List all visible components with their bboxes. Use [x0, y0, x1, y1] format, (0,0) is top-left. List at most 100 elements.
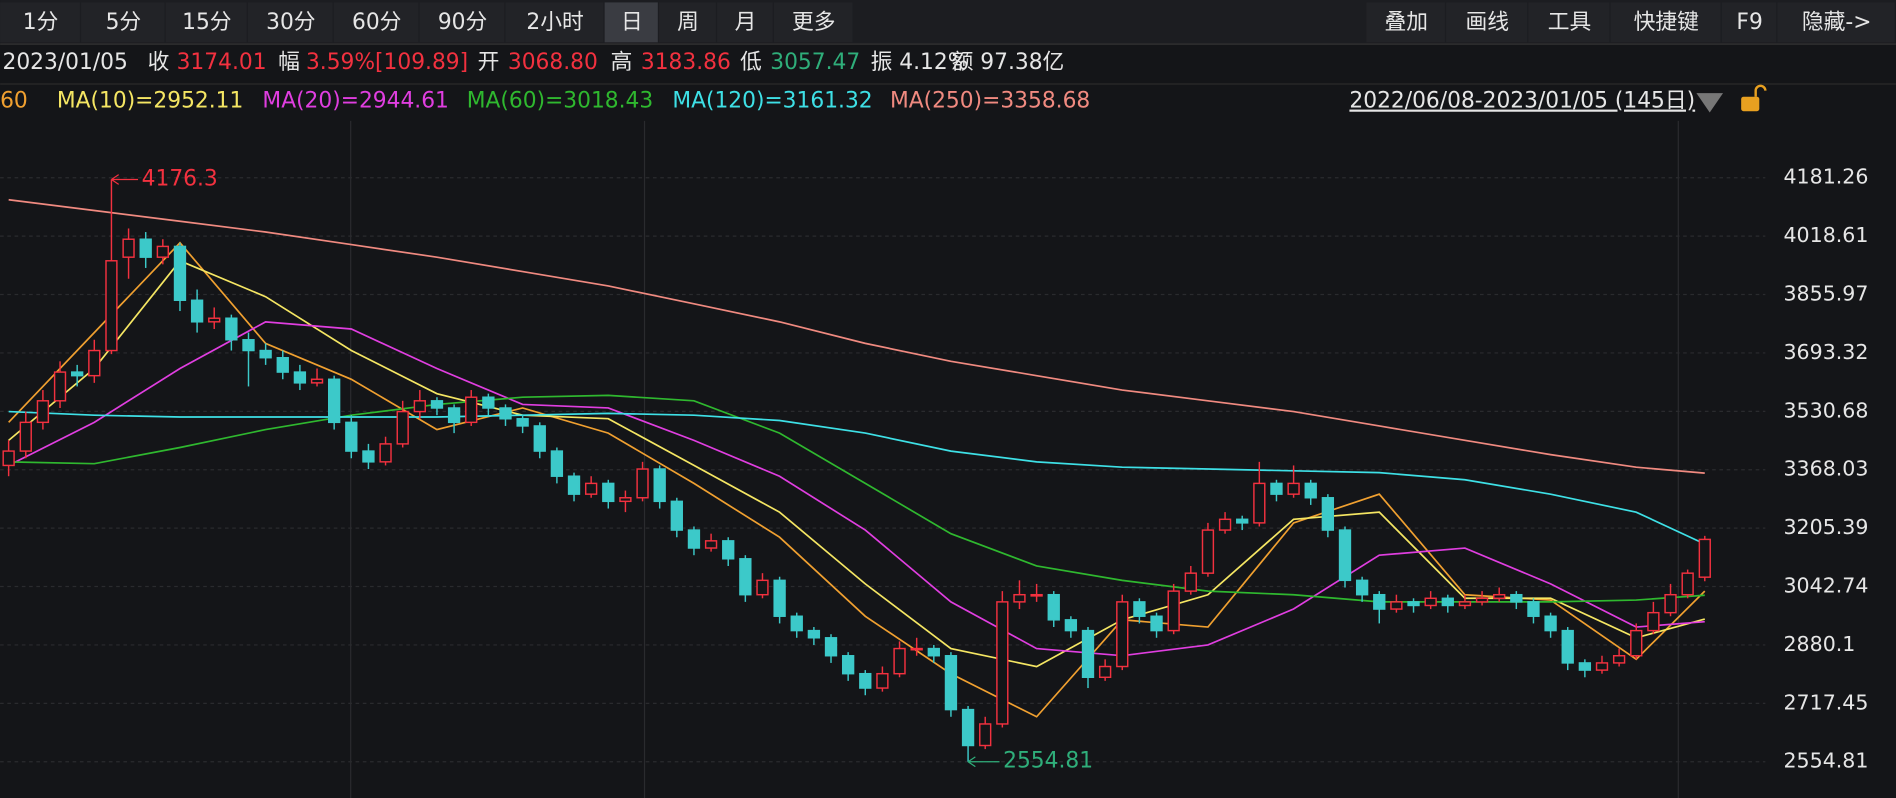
- toolbar-button[interactable]: [81, 2, 165, 43]
- toolbar-button[interactable]: [247, 2, 333, 43]
- candle-body: [1681, 572, 1694, 596]
- toolbar-button[interactable]: [505, 2, 604, 43]
- candle-body: [105, 260, 118, 352]
- candle-body: [1338, 529, 1352, 582]
- legend-entry: MA(250)=3358.68: [890, 89, 1090, 114]
- candle-body: [1595, 662, 1609, 671]
- y-tick-label: 3205.39: [1783, 515, 1868, 539]
- candle-body: [619, 497, 632, 503]
- toolbar-label[interactable]: 周: [677, 10, 699, 35]
- candle-body: [379, 443, 392, 463]
- candle-body: [447, 407, 461, 424]
- y-tick-label: 2717.45: [1783, 690, 1868, 714]
- candle-body: [190, 299, 204, 323]
- candle-body: [790, 615, 803, 632]
- legend-entry: MA(60)=3018.43: [467, 89, 653, 114]
- toolbar-button[interactable]: [659, 2, 716, 43]
- candle-body: [1236, 518, 1249, 524]
- info-value: 3068.80: [508, 50, 598, 75]
- candle-body: [122, 238, 135, 258]
- annotation-arrow: [111, 174, 139, 185]
- toolbar-label[interactable]: 叠加: [1384, 10, 1428, 35]
- candle-body: [979, 723, 992, 747]
- ma-line: [8, 241, 1706, 718]
- toolbar-button[interactable]: [1528, 2, 1610, 43]
- lock-icon[interactable]: [1741, 96, 1760, 112]
- toolbar-label[interactable]: F9: [1736, 10, 1762, 35]
- candle-body: [1355, 579, 1369, 596]
- candle-body: [1612, 655, 1626, 664]
- candle-body: [1561, 629, 1574, 664]
- candle-body: [550, 450, 564, 477]
- candle-body: [19, 421, 32, 452]
- toolbar-label[interactable]: 30分: [266, 10, 315, 35]
- toolbar-label[interactable]: 画线: [1466, 10, 1509, 35]
- candle-body: [413, 400, 426, 413]
- toolbar-label[interactable]: 60分: [352, 10, 401, 35]
- ma-line: [8, 410, 1706, 545]
- candle-body: [1424, 597, 1437, 607]
- candle-body: [499, 407, 512, 420]
- toolbar-label[interactable]: 1分: [23, 10, 59, 35]
- candle-body: [910, 647, 923, 651]
- toolbar-button[interactable]: [165, 2, 247, 43]
- candle-body: [1304, 482, 1317, 499]
- toolbar-button[interactable]: [1721, 2, 1777, 43]
- toolbar-button[interactable]: [0, 2, 80, 43]
- candle-body: [327, 378, 341, 424]
- toolbar-button[interactable]: [604, 2, 658, 43]
- annotation-arrow: [967, 756, 1000, 768]
- toolbar-label[interactable]: 隐藏->: [1802, 10, 1872, 35]
- toolbar-label[interactable]: 15分: [182, 10, 231, 35]
- legend-entry: MA(10)=2952.11: [57, 89, 243, 114]
- candle-body: [773, 579, 786, 617]
- candle-body: [71, 371, 84, 377]
- candle-body: [345, 421, 358, 452]
- candle-body: [859, 672, 872, 689]
- toolbar-button[interactable]: [419, 2, 505, 43]
- candle-body: [533, 425, 546, 452]
- ma-line: [8, 198, 1705, 474]
- toolbar-button[interactable]: [773, 2, 853, 43]
- toolbar-label[interactable]: 5分: [106, 10, 142, 35]
- info-label: 高: [611, 50, 633, 75]
- candle-body: [841, 655, 855, 675]
- toolbar-button[interactable]: [1610, 2, 1721, 43]
- toolbar-label[interactable]: 更多: [792, 10, 836, 35]
- toolbar-label[interactable]: 快捷键: [1634, 10, 1699, 35]
- candle-body: [1578, 662, 1592, 671]
- toolbar-button[interactable]: [717, 2, 773, 43]
- y-tick-label: 3042.74: [1783, 574, 1868, 598]
- y-tick-label: 3693.32: [1783, 340, 1868, 364]
- candle-body: [1270, 482, 1283, 495]
- info-label: 收: [148, 50, 170, 75]
- candle-body: [1133, 601, 1146, 617]
- info-value: 3174.01: [177, 50, 267, 75]
- toolbar-button[interactable]: [1446, 2, 1528, 43]
- candle-body: [156, 245, 170, 258]
- candle-body: [602, 482, 615, 503]
- candle-body: [276, 356, 289, 373]
- toolbar-button[interactable]: [333, 2, 419, 43]
- candle-body: [1116, 601, 1129, 668]
- candle-body: [1150, 615, 1163, 632]
- info-label: 幅: [278, 50, 300, 75]
- ma-line: [8, 320, 1705, 657]
- toolbar-label[interactable]: 日: [621, 10, 643, 35]
- range-dropdown[interactable]: [1696, 93, 1724, 113]
- candle-body: [430, 400, 444, 409]
- candle-body: [1493, 593, 1506, 600]
- toolbar-label[interactable]: 工具: [1548, 10, 1592, 35]
- range-label[interactable]: 2022/06/08-2023/01/05 (145日): [1349, 89, 1695, 114]
- toolbar-label[interactable]: 90分: [438, 10, 487, 35]
- candle-body: [1013, 593, 1026, 603]
- toolbar-button[interactable]: [1777, 2, 1895, 43]
- candle-body: [722, 540, 735, 560]
- toolbar-button[interactable]: [1366, 2, 1445, 43]
- candle-body: [893, 647, 906, 675]
- toolbar-label[interactable]: 2小时: [526, 10, 583, 35]
- candle-body: [1647, 611, 1660, 632]
- toolbar-label[interactable]: 月: [735, 10, 757, 35]
